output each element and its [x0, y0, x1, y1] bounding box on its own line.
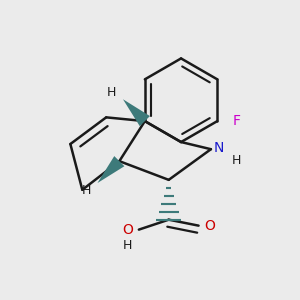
Text: O: O [122, 223, 133, 237]
Polygon shape [98, 156, 124, 183]
Text: H: H [82, 184, 91, 197]
Text: N: N [214, 141, 224, 155]
Text: H: H [232, 154, 242, 167]
Text: F: F [232, 114, 240, 128]
Text: H: H [123, 239, 132, 252]
Text: O: O [204, 219, 215, 232]
Polygon shape [123, 99, 150, 126]
Text: H: H [107, 85, 116, 99]
